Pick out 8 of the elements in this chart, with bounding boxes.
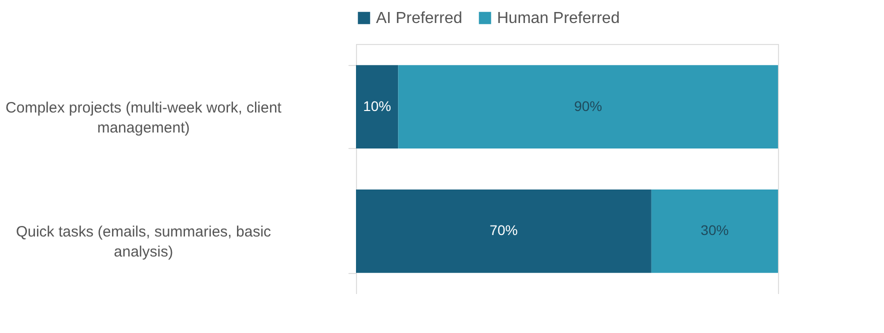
data-label: 90%	[574, 98, 602, 114]
legend-label: AI Preferred	[376, 10, 462, 27]
data-label: 70%	[490, 222, 518, 238]
y-tick-label: Quick tasks (emails, summaries, basic analysis)	[16, 224, 272, 261]
legend-label: Human Preferred	[497, 10, 620, 27]
y-tick-label: Complex projects (multi-week work, client management)	[6, 99, 282, 136]
data-label: 30%	[700, 222, 729, 238]
data-label: 10%	[363, 98, 392, 114]
